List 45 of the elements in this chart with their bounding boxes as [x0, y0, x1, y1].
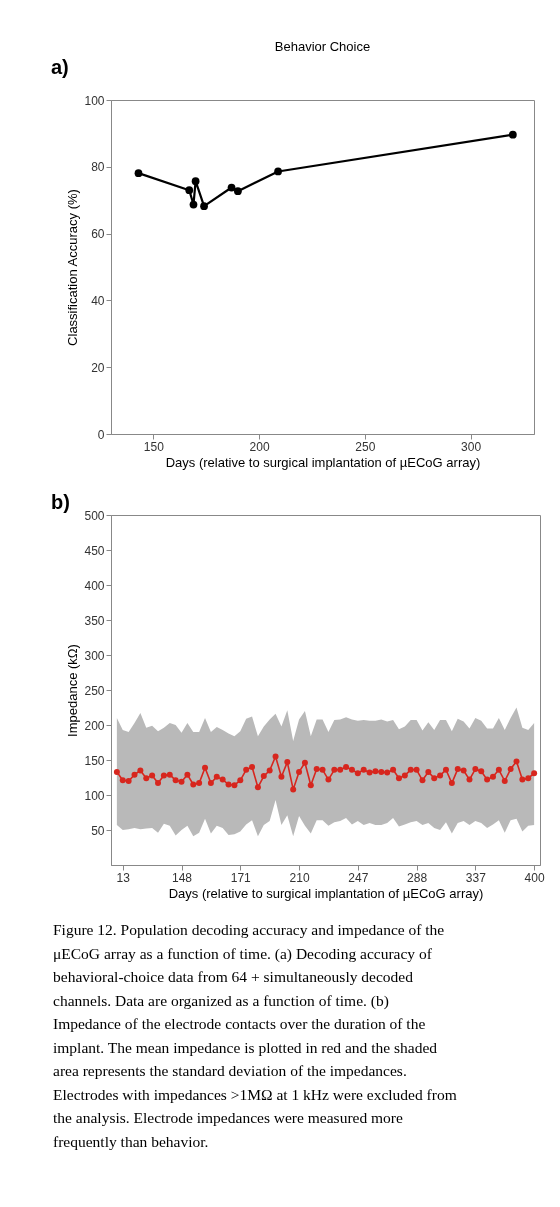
- y-tick-label: 350: [84, 613, 105, 628]
- x-axis-title: Days (relative to surgical implantation of µECoG array): [168, 885, 484, 901]
- x-tick-label: 200: [249, 439, 270, 454]
- x-tick-label: 250: [355, 439, 376, 454]
- x-tick-label: 148: [172, 870, 193, 885]
- point: [227, 183, 236, 192]
- y-tick-label: 40: [91, 293, 105, 308]
- x-tick-label: 337: [465, 870, 487, 885]
- y-tick-label: 450: [84, 543, 105, 558]
- y-tick-label: 60: [91, 227, 105, 242]
- point: [200, 202, 208, 211]
- y-tick-label: 50: [91, 823, 105, 838]
- text: Figure 12. Population decoding accuracy and impedance of the μECoG array as a function of time. (a) Decoding accuracy of behavioral-choice data from 64 + simultaneously decoded channels. Data are organized as a function of time. (b) Impedance of the electrode contacts over the duration of the implant. The mean impedance is plotted in red and the shaded area represents the standard deviation of the impedances. Electrodes with impedances >1MΩ at 1 kHz were excluded from the analysis. Electrode impedances were measured more frequently than behavior.: [53, 921, 457, 1150]
- y-tick-label: 100: [84, 788, 105, 803]
- x-tick-label: 210: [289, 870, 310, 885]
- y-tick-label: 100: [84, 93, 105, 108]
- text: b): [51, 491, 70, 513]
- y-tick-label: 0: [97, 427, 105, 442]
- y-tick-label: 500: [84, 508, 105, 523]
- y-tick-label: 300: [84, 648, 105, 663]
- y-tick-label: 20: [91, 360, 105, 375]
- y-tick-label: 80: [91, 160, 105, 175]
- point: [508, 130, 517, 139]
- point: [189, 200, 198, 209]
- x-axis-title: Days (relative to surgical implantation of µECoG array): [165, 454, 481, 470]
- x-tick-label: 300: [461, 439, 482, 454]
- point: [185, 186, 194, 195]
- x-tick-label: 400: [524, 870, 545, 885]
- chart-title: Behavior Choice: [274, 39, 371, 54]
- y-tick-label: 400: [84, 578, 105, 593]
- x-tick-label: 247: [348, 870, 369, 885]
- point: [234, 187, 242, 196]
- y-tick-label: 250: [84, 683, 105, 698]
- text: a): [51, 56, 69, 78]
- point: [191, 177, 200, 186]
- x-tick-label: 171: [230, 870, 252, 885]
- x-tick-label: 288: [407, 870, 428, 885]
- y-axis-title: Classification Accuracy (%): [65, 189, 81, 346]
- point: [274, 167, 282, 176]
- y-tick-label: 200: [84, 718, 105, 733]
- y-tick-label: 150: [84, 753, 105, 768]
- y-axis-title: Impedance (kΩ): [65, 644, 81, 737]
- point: [134, 169, 143, 178]
- x-tick-label: 13: [116, 870, 131, 885]
- x-tick-label: 150: [143, 439, 165, 454]
